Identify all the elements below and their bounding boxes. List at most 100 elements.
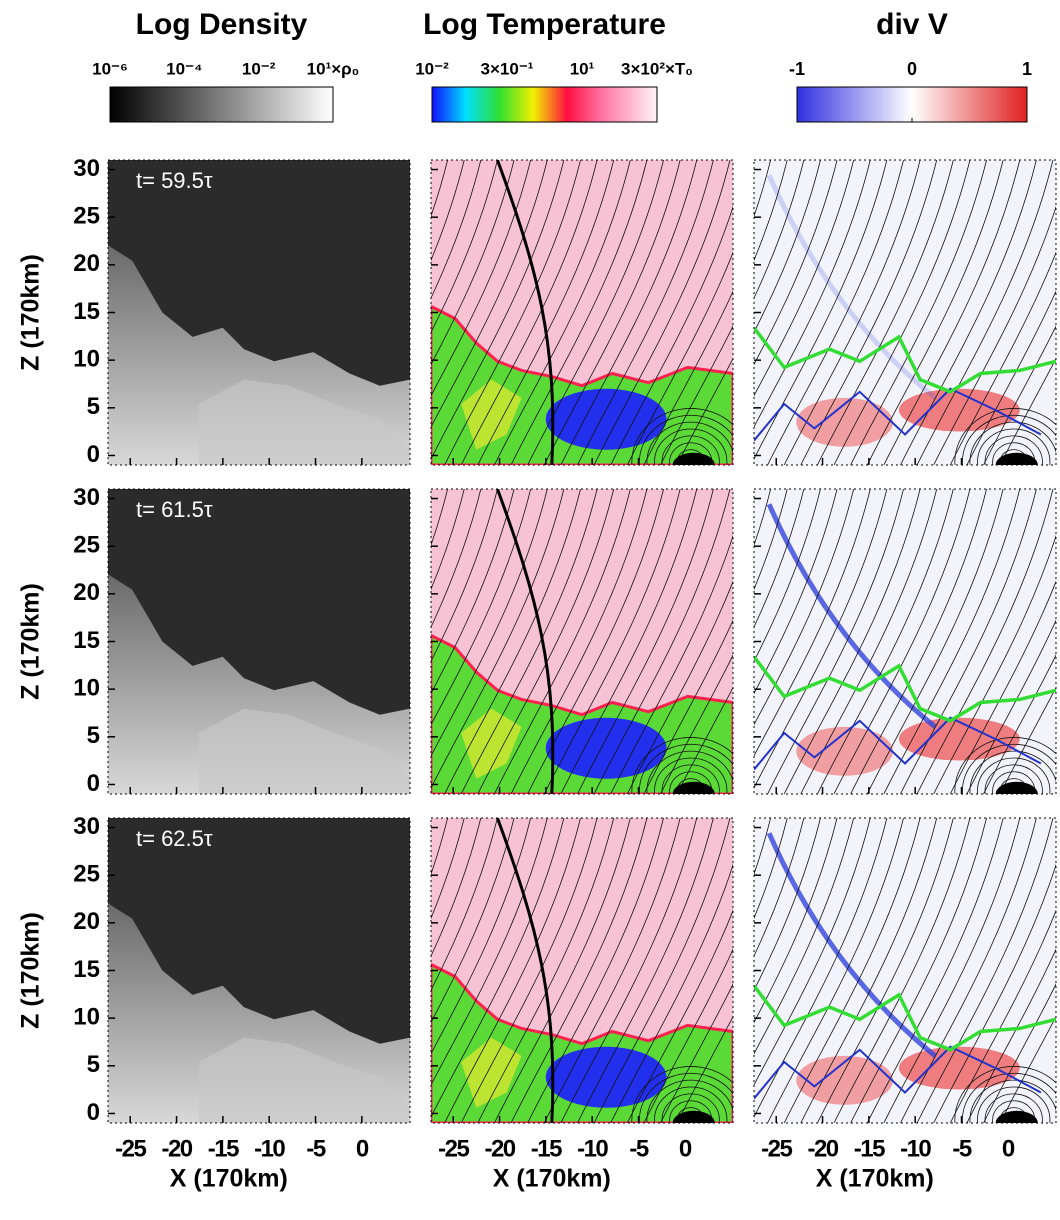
field-line (444, 160, 581, 465)
field-line (999, 1015, 1056, 1123)
field-loop (661, 1093, 720, 1123)
field-line (983, 325, 1056, 465)
field-line (754, 489, 888, 789)
expansion (766, 174, 937, 400)
field-line (543, 160, 681, 465)
field-line (754, 489, 821, 663)
field-loop (638, 743, 733, 794)
field-line (783, 160, 921, 465)
panel (754, 160, 1056, 465)
field-line (754, 489, 855, 726)
field-line (577, 160, 714, 465)
y-tick-label: 25 (73, 532, 100, 559)
y-axis-label: Z (170km) (17, 254, 45, 371)
field-line (431, 489, 465, 591)
y-axis-label: Z (170km) (17, 583, 45, 700)
y-tick-label: 30 (73, 155, 100, 182)
y-tick-label: 5 (87, 393, 100, 420)
colorbar-tick-label: 10⁻² (415, 59, 449, 78)
field-line (610, 205, 733, 465)
field-line (983, 983, 1056, 1123)
field-line (800, 818, 938, 1123)
field-line (431, 489, 498, 663)
colorbar-tick-label: 0 (907, 59, 917, 79)
field-line (477, 818, 615, 1123)
field-line (783, 489, 921, 794)
field-line (883, 160, 1021, 465)
x-tick-label: -15 (208, 1135, 239, 1162)
compression (898, 1046, 1020, 1090)
traced-line (496, 489, 555, 794)
field-line (754, 160, 821, 334)
field-loop (969, 1079, 1056, 1123)
compression (796, 1055, 893, 1105)
field-line (999, 686, 1056, 794)
field-line (593, 818, 731, 1123)
footpoint (995, 781, 1038, 794)
colorbar-tick-label: 3×10⁻¹ (481, 59, 534, 78)
field-line (431, 489, 565, 789)
colorbar-tick-label: 10⁻² (242, 59, 276, 78)
y-tick-label: 25 (73, 203, 100, 230)
field-loop (969, 421, 1056, 465)
field-line (477, 489, 615, 794)
field-loop (984, 435, 1043, 465)
field-line (460, 160, 598, 465)
field-loop (954, 737, 1056, 794)
field-line (817, 160, 954, 465)
field-line (431, 160, 565, 460)
time-label: t= 61.5τ (136, 497, 213, 522)
field-loop (638, 1072, 733, 1123)
field-line (431, 160, 465, 262)
colorbar-tick-label: 10⁻⁶ (92, 59, 128, 78)
y-tick-label: 15 (73, 956, 100, 983)
field-line (626, 580, 733, 794)
field-loop (969, 750, 1056, 794)
density-region (198, 1037, 410, 1123)
field-loop (961, 1072, 1056, 1123)
field-line (754, 160, 855, 397)
field-line (431, 818, 465, 920)
field-loop (661, 435, 720, 465)
field-loop (977, 428, 1051, 465)
field-line (560, 160, 698, 465)
panel (431, 160, 733, 465)
field-line (676, 357, 733, 465)
field-line (660, 983, 733, 1123)
colorbar-tick-label: 1 (1022, 59, 1032, 79)
field-line (510, 160, 648, 465)
colorbar-title: Log Density (136, 8, 308, 41)
x-tick-label: -5 (306, 1135, 325, 1162)
field-line (754, 818, 855, 1055)
field-line (833, 818, 971, 1123)
field-loop (631, 737, 733, 794)
field-line (431, 818, 548, 1086)
field-loop (661, 764, 720, 794)
field-line (933, 534, 1056, 794)
field-loop (954, 1066, 1056, 1123)
x-axis-label: X (170km) (816, 1165, 934, 1193)
field-line (543, 818, 681, 1123)
field-loop (631, 1066, 733, 1123)
field-line (754, 818, 888, 1118)
field-line (431, 818, 565, 1118)
field-line (850, 489, 987, 794)
field-line (626, 909, 733, 1123)
expansion-edge (754, 1045, 1042, 1100)
field-line (643, 290, 733, 465)
density-region (198, 708, 410, 794)
field-line (543, 489, 681, 794)
time-label: t= 59.5τ (136, 168, 213, 193)
warm-band (461, 1037, 522, 1108)
field-line (754, 818, 788, 920)
x-tick-label: -25 (761, 1135, 792, 1162)
field-line (754, 818, 871, 1086)
x-tick-label: -20 (161, 1135, 192, 1162)
field-line (431, 489, 448, 547)
colorbar-tick-label: 10¹×ρ₀ (307, 59, 360, 78)
field-loop (961, 414, 1056, 465)
y-tick-label: 10 (73, 1004, 100, 1031)
boundary (754, 326, 1056, 394)
field-line (626, 251, 733, 465)
field-line (850, 818, 987, 1123)
